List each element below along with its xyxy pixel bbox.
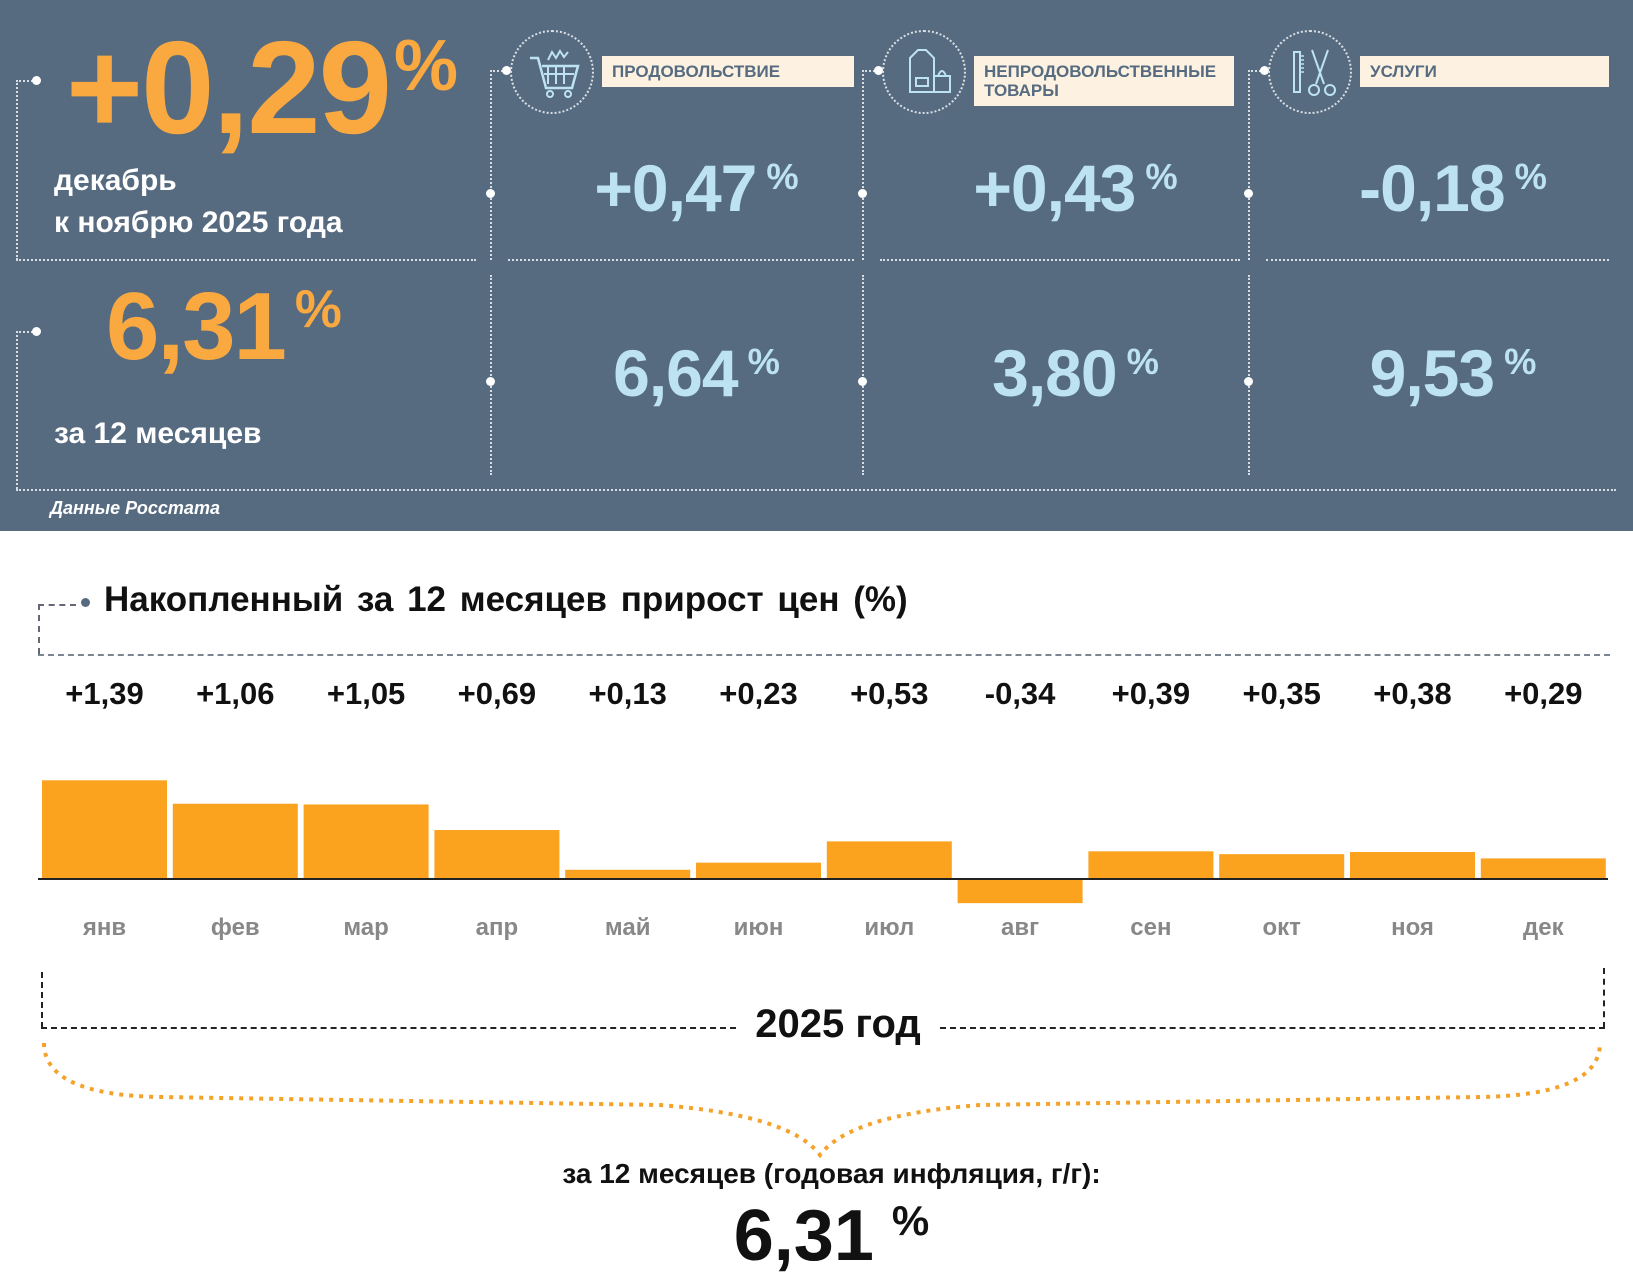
annual-inflation-caption: за 12 месяцев (годовая инфляция, г/г): [562, 1158, 1101, 1189]
bar-value-label: +0,35 [1242, 676, 1321, 711]
annual-inflation-footer-value: 6,31% [733, 1196, 930, 1276]
bar-value-label: +0,13 [588, 676, 667, 711]
month-label: янв [82, 914, 127, 941]
monthly-caption-line2: к ноябрю 2025 года [54, 206, 343, 239]
monthly-inflation-value: +0,29% [66, 14, 458, 161]
source-note: Данные Росстата [50, 498, 220, 518]
bar-value-label: +0,38 [1373, 676, 1452, 711]
category-label: НЕПРОДОВОЛЬСТВЕННЫЕ ТОВАРЫ [974, 56, 1234, 106]
category-monthly-value: -0,18% [1359, 151, 1547, 225]
annual-inflation-value: 6,31% [106, 273, 342, 380]
bar-апр [434, 830, 560, 879]
bar-value-label: -0,34 [984, 676, 1056, 711]
bar-фев [172, 803, 298, 879]
month-label: фев [210, 914, 260, 941]
chart-title: Накопленный за 12 месяцев прирост цен (%… [104, 580, 908, 619]
shopping-cart-icon [510, 30, 594, 114]
category-label: ПРОДОВОЛЬСТВИЕ [602, 56, 854, 87]
category-annual-value: 6,64% [613, 336, 780, 410]
bar-value-label: +0,39 [1111, 676, 1191, 711]
bar-сен [1088, 851, 1214, 879]
monthly-caption-line1: декабрь [54, 164, 177, 197]
bar-value-label: +0,29 [1504, 676, 1583, 711]
year-label: 2025 год [755, 1002, 921, 1046]
bar-value-label: +1,39 [65, 676, 144, 711]
category-label: УСЛУГИ [1360, 56, 1609, 87]
month-label: июл [864, 914, 915, 941]
month-label: мар [343, 914, 389, 941]
summary-panel: +0,29% декабрь к ноябрю 2025 года 6,31% з… [0, 0, 1633, 531]
bar-окт [1219, 854, 1345, 879]
category-annual-value: 3,80% [992, 336, 1159, 410]
bar-мар [303, 804, 429, 879]
month-label: апр [475, 914, 519, 941]
bar-value-label: +1,05 [326, 676, 406, 711]
brace-decoration [42, 1042, 1602, 1159]
month-label: май [604, 914, 651, 941]
bar-июл [826, 841, 952, 879]
bar-value-label: +1,06 [196, 676, 275, 711]
category-monthly-value: +0,43% [973, 151, 1177, 225]
month-label: ноя [1391, 914, 1434, 941]
month-label: окт [1262, 914, 1301, 941]
annual-caption: за 12 месяцев [54, 417, 262, 450]
bar-дек [1480, 858, 1606, 879]
bar-янв [42, 780, 167, 879]
category-annual-value: 9,53% [1369, 336, 1537, 410]
bar-авг [957, 879, 1083, 904]
clothes-bag-icon [882, 30, 966, 114]
month-label: июн [733, 914, 784, 941]
bar-value-label: +0,69 [457, 676, 537, 711]
bar-май [565, 869, 691, 879]
bar-value-label: +0,23 [719, 676, 798, 711]
month-label: сен [1130, 914, 1172, 941]
bar-value-label: +0,53 [850, 676, 929, 711]
category-monthly-value: +0,47% [594, 151, 798, 225]
monthly-caption: декабрь к ноябрю 2025 года [54, 160, 343, 244]
comb-scissors-icon [1268, 30, 1352, 114]
month-label: авг [1001, 914, 1040, 941]
month-label: дек [1523, 914, 1564, 941]
bar-ноя [1350, 852, 1475, 879]
bar-chart-svg [38, 780, 1608, 904]
bar-июн [696, 862, 821, 879]
